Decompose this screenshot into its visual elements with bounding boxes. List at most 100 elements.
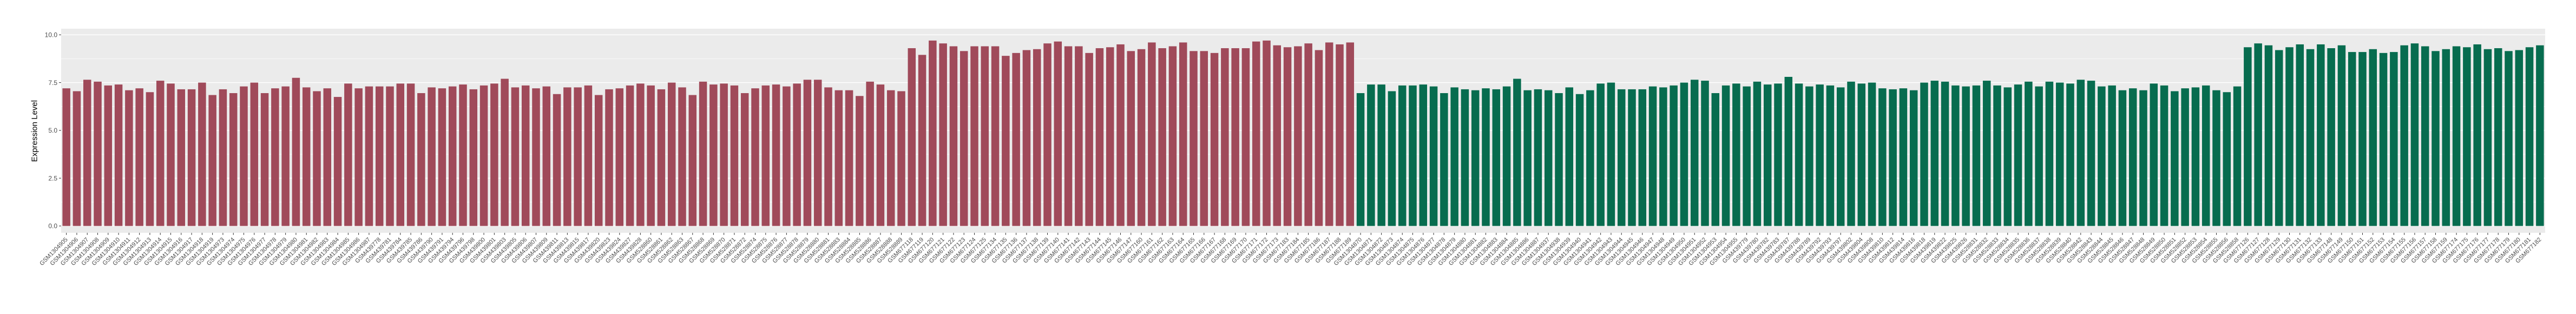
bar [929, 40, 937, 226]
bar [2442, 49, 2450, 226]
bar [240, 86, 248, 226]
bar [866, 81, 874, 226]
bar [1868, 82, 1876, 226]
y-tick-label: 0.0 [48, 223, 57, 230]
bar [1784, 76, 1793, 226]
bar [2421, 46, 2429, 226]
bar [490, 83, 498, 226]
bar [271, 88, 279, 226]
bar [761, 85, 770, 226]
bar [542, 86, 551, 226]
bar [1721, 85, 1730, 226]
y-tick-label: 2.5 [48, 174, 57, 182]
bar [2066, 83, 2074, 226]
bar [2045, 81, 2054, 226]
bar [1148, 42, 1156, 226]
bar [2181, 88, 2189, 226]
bar [2400, 45, 2408, 226]
bar [1523, 90, 1532, 226]
bar [1190, 51, 1198, 226]
bar [1795, 83, 1803, 226]
bar [636, 83, 645, 226]
bar [626, 85, 634, 226]
bar [803, 80, 812, 226]
bar [2306, 49, 2315, 226]
bar [1231, 48, 1239, 226]
bar [2463, 47, 2471, 226]
bar [886, 90, 895, 226]
bar [1628, 89, 1636, 226]
bar [2191, 87, 2200, 226]
bar [2317, 44, 2325, 226]
bar [532, 88, 540, 226]
bar [2285, 47, 2294, 226]
bar [1429, 86, 1438, 226]
bar [720, 83, 728, 226]
bar [1450, 87, 1458, 226]
bar [1064, 46, 1073, 226]
bar [553, 94, 561, 226]
bar [208, 95, 216, 226]
bar [156, 81, 165, 226]
bar [1711, 93, 1720, 226]
bar [751, 88, 759, 226]
bar [479, 85, 488, 226]
bar [438, 88, 446, 226]
bar [428, 87, 436, 226]
bar [1221, 48, 1229, 226]
bar [824, 87, 832, 226]
bar [1409, 85, 1417, 226]
bar [2483, 49, 2492, 226]
bar [281, 86, 290, 226]
y-axis-title: Expression Level [30, 100, 40, 162]
bar [2358, 52, 2367, 226]
bar [1294, 46, 1302, 226]
bar [2505, 51, 2513, 226]
bar [1575, 94, 1584, 226]
bar [2003, 87, 2012, 226]
bar [1513, 78, 1521, 226]
bar [406, 83, 415, 226]
bar [448, 86, 457, 226]
bar [2171, 91, 2179, 226]
bar [2223, 92, 2231, 226]
bar [730, 85, 739, 226]
bar [177, 89, 186, 226]
bar [2390, 52, 2398, 226]
bar [1356, 93, 1365, 226]
bar [2432, 51, 2440, 226]
bar [386, 86, 394, 226]
bar [2014, 84, 2022, 226]
bar [125, 90, 133, 226]
bar [1200, 51, 1208, 226]
bar [1805, 86, 1813, 226]
bar [1388, 91, 1396, 226]
bar [1836, 87, 1845, 226]
bar [2525, 47, 2534, 226]
bar [1085, 53, 1093, 226]
bar [1993, 85, 2001, 226]
bar [1419, 84, 1428, 226]
bar [2118, 90, 2127, 226]
bar [2098, 86, 2106, 226]
bar [1982, 81, 1991, 226]
bar [991, 46, 1000, 226]
bar [62, 88, 70, 226]
bar [104, 85, 113, 226]
bar [1304, 43, 1312, 226]
bar [198, 82, 206, 226]
bar [1774, 83, 1782, 226]
bar [1638, 89, 1647, 226]
bar [2379, 53, 2388, 226]
bar [793, 83, 801, 226]
y-tick-label: 10.0 [45, 31, 58, 39]
bar [1920, 82, 1928, 226]
bar [699, 81, 707, 226]
bar [1555, 93, 1563, 226]
bar [574, 87, 582, 226]
bar [1534, 89, 1542, 226]
bar [1586, 90, 1594, 226]
bar [1336, 44, 1344, 226]
bar [365, 86, 373, 226]
bar [605, 89, 613, 226]
